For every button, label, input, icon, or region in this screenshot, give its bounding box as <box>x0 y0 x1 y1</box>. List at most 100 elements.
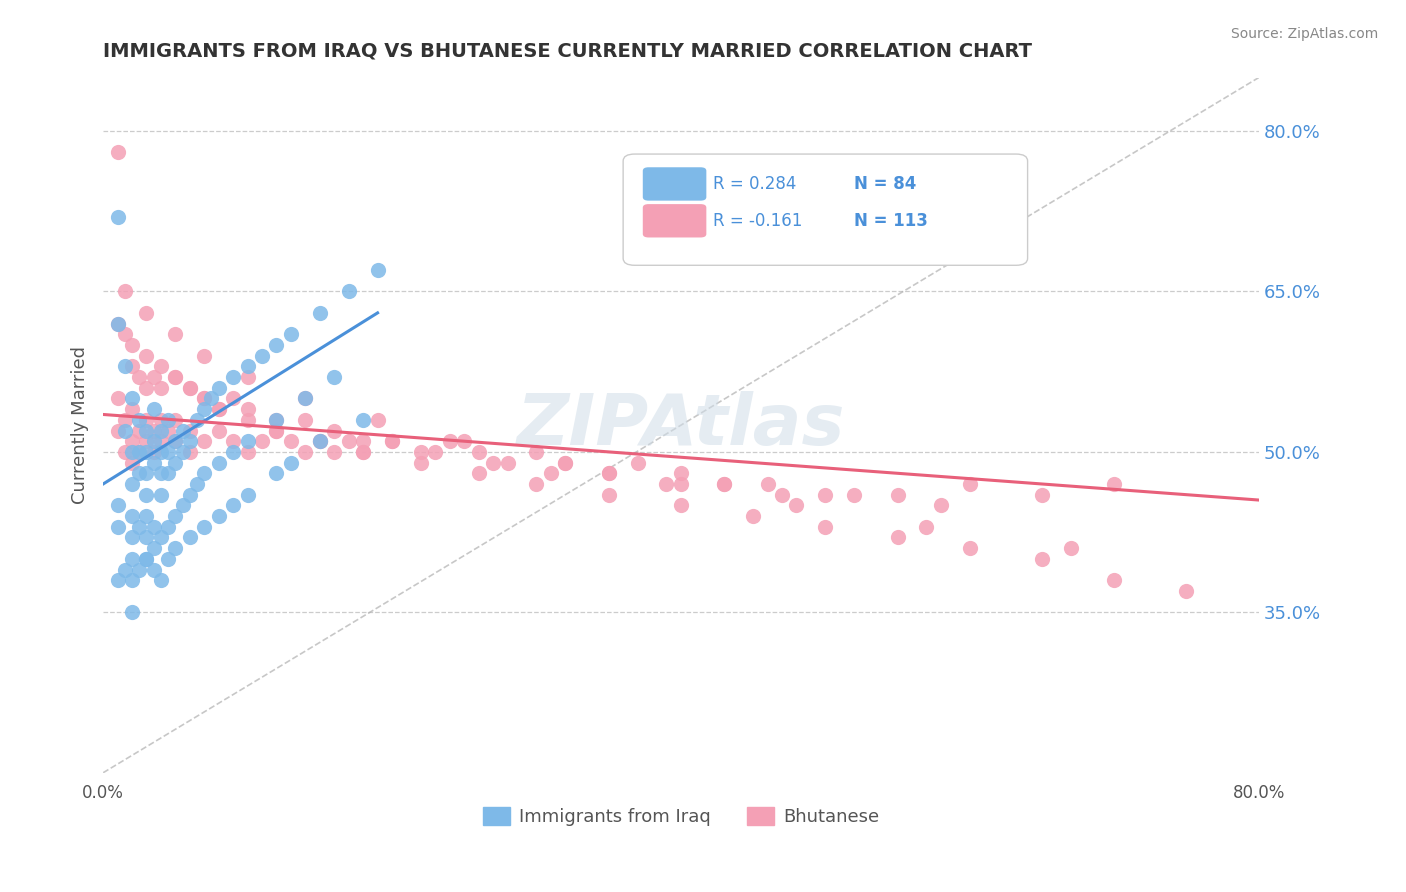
Point <box>425 445 447 459</box>
Point <box>172 499 194 513</box>
Point <box>409 445 432 459</box>
Point <box>149 467 172 481</box>
Point <box>1031 552 1053 566</box>
Point <box>844 488 866 502</box>
Legend: Immigrants from Iraq, Bhutanese: Immigrants from Iraq, Bhutanese <box>475 799 886 833</box>
Point <box>179 381 201 395</box>
Point <box>121 531 143 545</box>
Point <box>598 467 620 481</box>
Point <box>280 456 302 470</box>
Point <box>128 413 150 427</box>
Point <box>121 456 143 470</box>
Point <box>266 424 288 438</box>
Point <box>713 477 735 491</box>
Point <box>157 424 180 438</box>
Point <box>337 434 360 449</box>
Point <box>165 327 187 342</box>
Point <box>467 467 489 481</box>
Point <box>294 392 316 406</box>
Point <box>128 467 150 481</box>
Point <box>193 392 215 406</box>
Text: N = 113: N = 113 <box>855 211 928 230</box>
Point <box>308 434 330 449</box>
Point <box>294 445 316 459</box>
Point <box>669 467 692 481</box>
Text: R = -0.161: R = -0.161 <box>713 211 803 230</box>
Point <box>149 381 172 395</box>
Point <box>439 434 461 449</box>
Point <box>193 520 215 534</box>
Point <box>526 477 548 491</box>
Point <box>142 563 165 577</box>
Point <box>814 488 837 502</box>
Point <box>929 499 952 513</box>
Point <box>142 424 165 438</box>
Text: R = 0.284: R = 0.284 <box>713 175 797 193</box>
Point <box>149 359 172 374</box>
Point <box>114 563 136 577</box>
Point <box>236 370 259 384</box>
Text: ZIPAtlas: ZIPAtlas <box>516 391 845 459</box>
Point <box>121 359 143 374</box>
Point <box>280 434 302 449</box>
Point <box>266 413 288 427</box>
Point <box>135 531 157 545</box>
Point <box>208 381 231 395</box>
Point <box>135 488 157 502</box>
Text: Source: ZipAtlas.com: Source: ZipAtlas.com <box>1230 27 1378 41</box>
Point <box>1104 573 1126 587</box>
Point <box>149 424 172 438</box>
Point <box>149 573 172 587</box>
Point <box>236 488 259 502</box>
Point <box>179 531 201 545</box>
Point <box>114 413 136 427</box>
Point <box>193 392 215 406</box>
Point <box>352 413 374 427</box>
FancyBboxPatch shape <box>623 154 1028 265</box>
FancyBboxPatch shape <box>643 204 706 237</box>
Point <box>114 424 136 438</box>
Point <box>121 552 143 566</box>
Point <box>208 456 231 470</box>
Point <box>222 434 245 449</box>
Point <box>236 445 259 459</box>
Point <box>121 392 143 406</box>
Point <box>669 499 692 513</box>
Point <box>142 370 165 384</box>
Point <box>135 434 157 449</box>
Text: N = 84: N = 84 <box>855 175 917 193</box>
Point <box>157 467 180 481</box>
Point <box>165 434 187 449</box>
Point <box>770 488 793 502</box>
Point <box>352 445 374 459</box>
Point <box>208 424 231 438</box>
Point <box>266 467 288 481</box>
Point <box>1031 488 1053 502</box>
Point <box>179 424 201 438</box>
Point <box>193 467 215 481</box>
Point <box>107 424 129 438</box>
Point <box>114 359 136 374</box>
Point <box>142 456 165 470</box>
Point <box>142 520 165 534</box>
Point <box>121 605 143 619</box>
Point <box>323 370 346 384</box>
Point <box>121 477 143 491</box>
Point <box>179 488 201 502</box>
Point <box>453 434 475 449</box>
Point <box>107 210 129 224</box>
Point <box>482 456 505 470</box>
Point <box>165 413 187 427</box>
Point <box>107 145 129 160</box>
Point <box>250 434 273 449</box>
Point <box>135 467 157 481</box>
Point <box>142 541 165 556</box>
Point <box>142 434 165 449</box>
Point <box>554 456 576 470</box>
Point <box>742 509 765 524</box>
Point <box>323 445 346 459</box>
Point <box>172 445 194 459</box>
Point <box>114 445 136 459</box>
Point <box>149 445 172 459</box>
Point <box>128 370 150 384</box>
